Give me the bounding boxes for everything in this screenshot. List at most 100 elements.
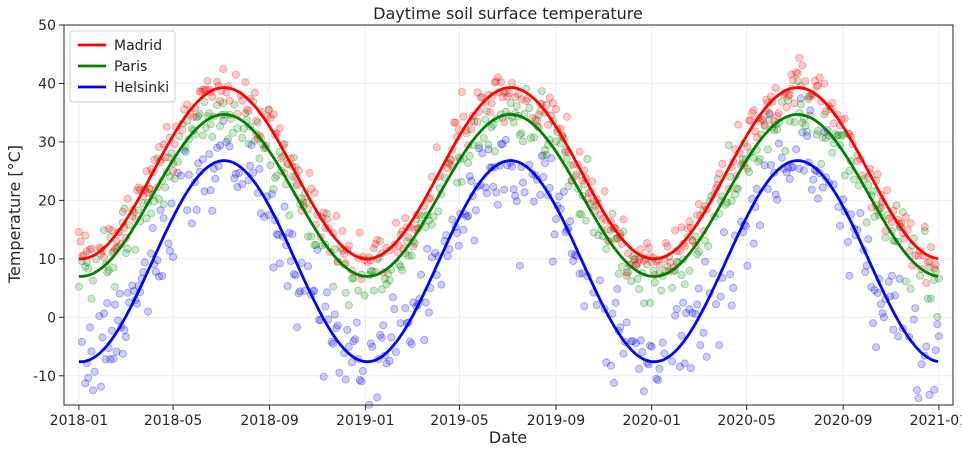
data-point: [225, 142, 234, 151]
data-point: [183, 100, 192, 109]
data-point: [611, 298, 620, 307]
data-point: [829, 119, 838, 128]
data-point: [462, 212, 471, 221]
data-point: [821, 107, 830, 116]
data-point: [588, 177, 597, 186]
data-point: [660, 349, 669, 358]
data-point: [244, 107, 253, 116]
data-point: [512, 102, 521, 111]
data-point: [344, 241, 353, 250]
data-point: [661, 239, 670, 248]
data-point: [639, 387, 648, 396]
data-point: [170, 140, 179, 149]
x-tick-label: 2019-05: [430, 413, 489, 429]
data-point: [788, 76, 797, 85]
data-point: [912, 386, 921, 395]
data-point: [122, 332, 131, 341]
data-point: [437, 280, 446, 289]
data-point: [349, 274, 358, 283]
data-point: [628, 337, 637, 346]
data-point: [333, 321, 342, 330]
data-point: [407, 251, 416, 260]
data-point: [250, 136, 259, 145]
data-point: [84, 264, 93, 273]
data-point: [223, 135, 232, 144]
data-point: [208, 132, 217, 141]
data-point: [575, 269, 584, 278]
data-point: [449, 118, 458, 127]
data-point: [635, 285, 644, 294]
data-point: [726, 172, 735, 181]
data-point: [671, 311, 680, 320]
data-point: [288, 230, 297, 239]
data-point: [81, 231, 90, 240]
data-point: [622, 271, 631, 280]
data-point: [115, 289, 124, 298]
data-point: [803, 132, 812, 141]
y-tick-label: 20: [38, 193, 56, 209]
data-point: [142, 214, 151, 223]
data-point: [756, 154, 765, 163]
data-point: [861, 268, 870, 277]
fit-line-madrid: [78, 86, 939, 261]
data-point: [296, 287, 305, 296]
data-point: [782, 168, 791, 177]
data-point: [443, 252, 452, 261]
data-point: [335, 368, 344, 377]
data-point: [862, 218, 871, 227]
data-point: [209, 164, 218, 173]
legend-label: Madrid: [114, 38, 162, 54]
data-point: [366, 266, 375, 275]
data-point: [255, 154, 264, 163]
data-point: [104, 266, 113, 275]
data-point: [459, 225, 468, 234]
data-point: [548, 257, 557, 266]
data-point: [266, 161, 275, 170]
data-point: [184, 170, 193, 179]
data-point: [197, 87, 206, 96]
data-point: [289, 270, 298, 279]
data-point: [732, 184, 741, 193]
data-point: [341, 288, 350, 297]
data-point: [158, 271, 167, 280]
data-point: [272, 171, 281, 180]
data-point: [602, 358, 611, 367]
data-point: [752, 184, 761, 193]
data-point: [541, 159, 550, 168]
data-point: [448, 215, 457, 224]
data-point: [482, 107, 491, 116]
data-point: [715, 169, 724, 178]
data-point: [269, 263, 278, 272]
data-point: [134, 183, 143, 192]
data-point: [267, 190, 276, 199]
data-point: [636, 336, 645, 345]
data-point: [787, 163, 796, 172]
data-point: [883, 210, 892, 219]
data-point: [264, 106, 273, 115]
data-point: [247, 141, 256, 150]
data-point: [530, 133, 539, 142]
data-point: [297, 258, 306, 267]
data-point: [600, 187, 609, 196]
data-point: [238, 180, 247, 189]
data-point: [409, 298, 418, 307]
data-point: [490, 78, 499, 87]
data-point: [100, 226, 109, 235]
data-point: [250, 88, 259, 97]
data-point: [774, 109, 783, 118]
data-point: [100, 253, 109, 262]
data-point: [930, 264, 939, 273]
data-point: [762, 95, 771, 104]
data-point: [81, 262, 90, 271]
data-point: [526, 133, 535, 142]
data-point: [657, 286, 666, 295]
data-point: [878, 309, 887, 318]
data-point: [101, 355, 110, 364]
data-point: [581, 216, 590, 225]
data-point: [205, 150, 214, 159]
data-point: [611, 234, 620, 243]
x-tick-label: 2020-09: [814, 413, 873, 429]
data-point: [718, 159, 727, 168]
data-point: [930, 385, 939, 394]
